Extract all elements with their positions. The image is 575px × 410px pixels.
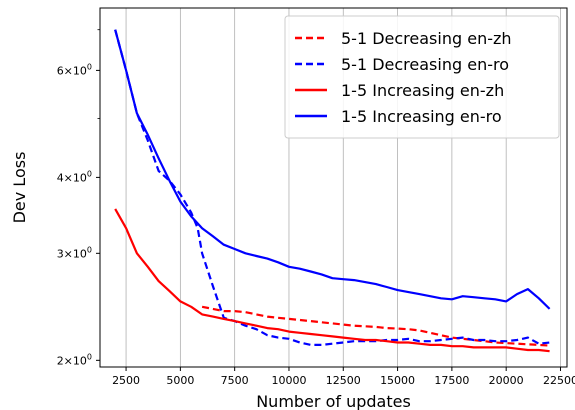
x-tick-label: 7500 [221, 374, 249, 387]
y-tick-label: 4×100 [57, 169, 92, 184]
legend-label-1-5-increasing-en-zh: 1-5 Increasing en-zh [341, 81, 504, 100]
y-axis-label: Dev Loss [10, 152, 29, 224]
series-line-1-5-increasing-en-ro [114, 29, 551, 310]
legend: 5-1 Decreasing en-zh 5-1 Decreasing en-r… [284, 15, 560, 139]
x-tick-label: 15000 [380, 374, 415, 387]
y-tick-label: 2×100 [57, 352, 92, 367]
legend-box [284, 15, 560, 139]
plot-frame [99, 7, 568, 368]
x-axis: 2500 5000 7500 10000 12500 15000 17500 20000 225… [112, 367, 575, 387]
y-axis: 2×100 3×100 4×100 6×100 [57, 29, 100, 367]
legend-label-5-1-decreasing-en-zh: 5-1 Decreasing en-zh [341, 29, 512, 48]
x-tick-label: 12500 [326, 374, 361, 387]
x-tick-label: 20000 [489, 374, 524, 387]
series-line-5-1-decreasing-en-zh [201, 305, 550, 347]
x-tick-label: 5000 [166, 374, 194, 387]
series-lines [114, 29, 551, 353]
y-tick-label: 6×100 [57, 62, 92, 77]
x-tick-label: 22500 [543, 374, 575, 387]
x-tick-label: 2500 [112, 374, 140, 387]
x-tick-label: 17500 [434, 374, 469, 387]
series-line-5-1-decreasing-en-ro [114, 29, 550, 346]
legend-label-5-1-decreasing-en-ro: 5-1 Decreasing en-ro [341, 55, 509, 74]
x-axis-label: Number of updates [256, 392, 411, 410]
legend-label-1-5-increasing-en-ro: 1-5 Increasing en-ro [341, 107, 502, 126]
series-line-1-5-increasing-en-zh [114, 208, 550, 353]
x-tick-label: 10000 [271, 374, 306, 387]
y-tick-label: 3×100 [57, 245, 92, 260]
